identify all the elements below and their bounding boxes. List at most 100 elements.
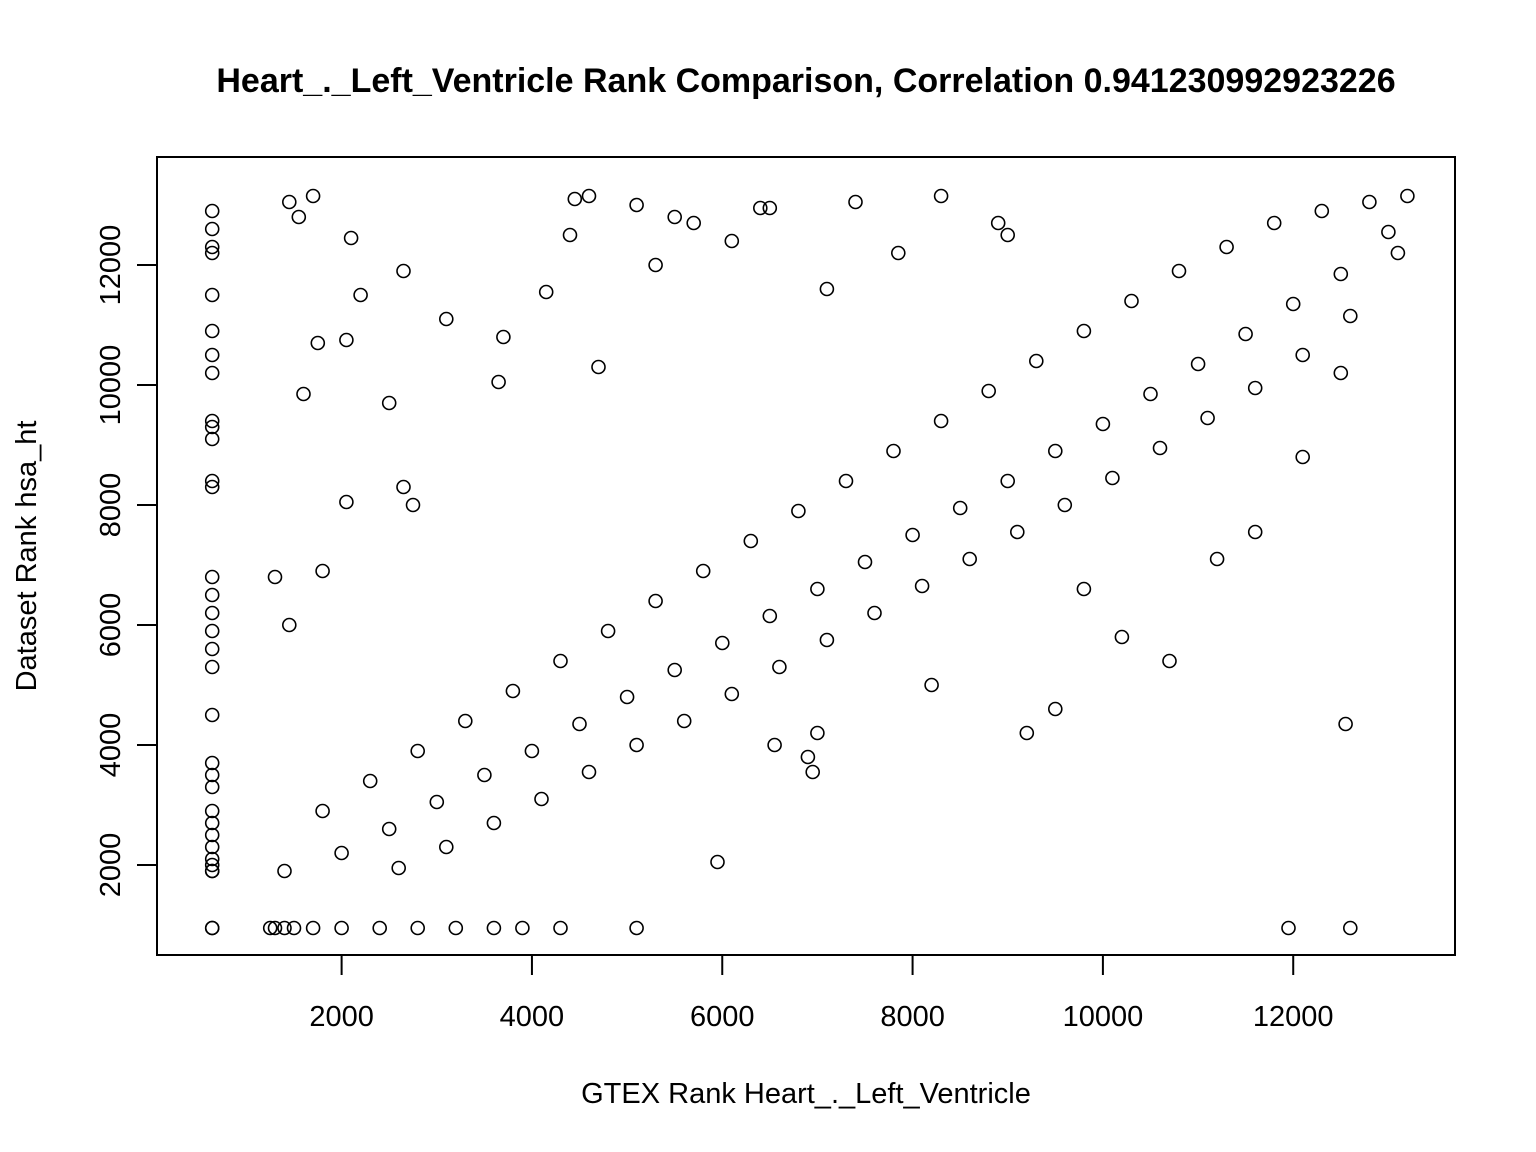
data-point — [686, 215, 702, 231]
y-axis: 2000 4000 6000 8000 10000 12000 — [95, 225, 158, 898]
data-point — [572, 716, 587, 732]
data-point — [1266, 215, 1282, 231]
data-point — [1190, 356, 1206, 372]
data-point — [695, 563, 711, 579]
data-point — [291, 209, 307, 225]
data-point — [339, 494, 354, 510]
y-axis-title: Dataset Rank hsa_ht — [11, 421, 43, 692]
data-point — [1343, 920, 1358, 936]
data-point — [629, 920, 644, 936]
data-point — [204, 245, 220, 261]
y-tick-label: 4000 — [95, 713, 127, 778]
data-point — [204, 659, 220, 675]
data-point — [1343, 308, 1358, 324]
data-point — [962, 551, 978, 567]
data-point — [1105, 470, 1120, 486]
data-point — [848, 194, 863, 210]
data-point — [277, 863, 292, 879]
data-point — [381, 395, 397, 411]
data-point — [267, 569, 283, 585]
data-point — [204, 641, 220, 657]
data-point — [1009, 524, 1025, 540]
data-point — [204, 365, 220, 381]
chart-title: Heart_._Left_Ventricle Rank Comparison, … — [216, 62, 1395, 100]
data-point — [629, 197, 644, 213]
data-point — [1095, 416, 1111, 432]
data-point — [805, 764, 821, 780]
data-point — [410, 743, 426, 759]
x-tick-label: 2000 — [309, 1001, 374, 1033]
data-point — [204, 803, 220, 819]
data-point — [1048, 701, 1063, 717]
y-tick-label: 2000 — [95, 833, 127, 898]
data-point — [296, 386, 311, 402]
data-point — [676, 713, 692, 729]
data-point — [204, 815, 220, 831]
data-point — [714, 635, 730, 651]
data-point — [457, 713, 473, 729]
data-point — [1400, 188, 1415, 204]
data-point — [1247, 524, 1263, 540]
data-point — [890, 245, 906, 261]
data-point — [1285, 296, 1301, 312]
data-point — [619, 689, 635, 705]
data-point — [396, 263, 411, 279]
x-tick-label: 6000 — [690, 1001, 755, 1033]
data-point — [204, 767, 220, 783]
data-point — [204, 431, 220, 447]
data-point — [534, 791, 549, 807]
x-tick-label: 12000 — [1253, 1001, 1334, 1033]
data-point — [524, 743, 540, 759]
data-point — [204, 413, 220, 429]
data-point — [819, 632, 835, 648]
data-point — [204, 239, 220, 255]
data-point — [277, 920, 292, 936]
data-point — [990, 215, 1006, 231]
data-point — [1076, 323, 1092, 339]
data-point — [538, 284, 554, 300]
data-point — [515, 920, 530, 936]
data-point — [567, 191, 583, 207]
data-point — [204, 347, 220, 363]
data-point — [924, 677, 939, 693]
data-point — [1381, 224, 1396, 240]
data-point — [1333, 365, 1349, 381]
data-point — [204, 827, 220, 843]
data-point — [752, 200, 768, 216]
data-point — [1048, 443, 1063, 459]
data-point — [1076, 581, 1092, 597]
data-point — [724, 233, 740, 249]
x-axis: 2000 4000 6000 8000 10000 12000 — [309, 954, 1334, 1033]
data-point — [204, 587, 220, 603]
data-point — [1143, 386, 1158, 402]
data-point — [1152, 440, 1168, 456]
data-point — [952, 500, 968, 516]
data-point — [204, 419, 220, 435]
data-point — [486, 815, 502, 831]
y-tick-label: 12000 — [95, 225, 127, 306]
data-point — [204, 755, 220, 771]
data-point — [1029, 353, 1044, 369]
data-point — [1333, 266, 1349, 282]
x-axis-title: GTEX Rank Heart_._Left_Ventricle — [581, 1078, 1031, 1110]
data-point — [486, 920, 502, 936]
data-point — [1162, 653, 1177, 669]
data-point — [1000, 473, 1016, 489]
data-point — [667, 662, 683, 678]
data-point — [762, 608, 778, 624]
data-point — [262, 920, 278, 936]
data-point — [448, 920, 464, 936]
data-point — [334, 845, 349, 861]
data-point — [562, 227, 578, 243]
data-point — [334, 920, 349, 936]
data-point — [491, 374, 506, 390]
data-point — [204, 203, 220, 219]
data-point — [591, 359, 606, 375]
data-point — [933, 413, 949, 429]
data-point — [1295, 449, 1310, 465]
data-point — [477, 767, 492, 783]
data-point — [1000, 227, 1016, 243]
data-point — [438, 311, 454, 327]
y-tick-label: 6000 — [95, 593, 127, 658]
